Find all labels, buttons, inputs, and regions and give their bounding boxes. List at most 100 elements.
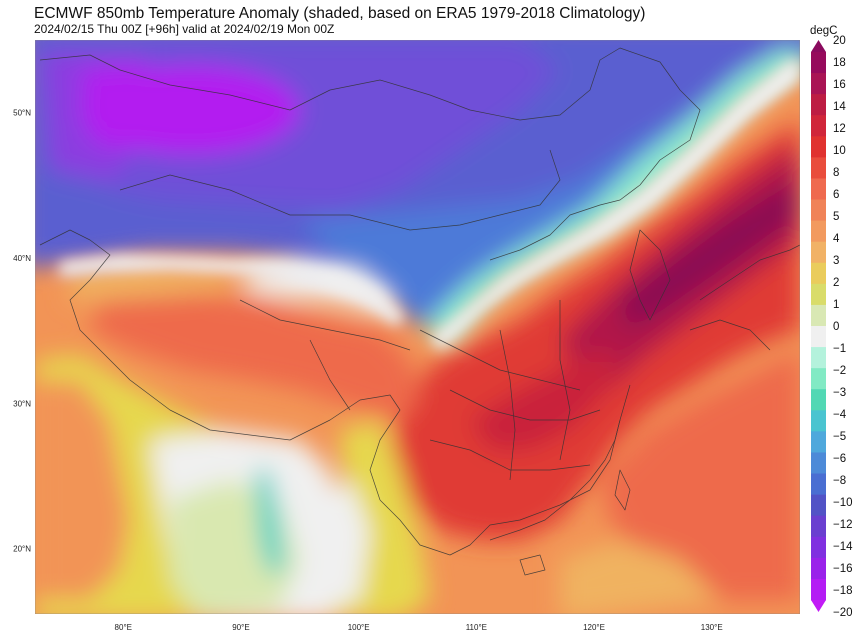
colorbar-label: 10 <box>833 145 846 157</box>
colorbar-label: −8 <box>833 475 846 487</box>
colorbar-swatch <box>811 473 826 496</box>
lat-label-20: 20°N <box>13 545 31 554</box>
colorbar-label: −5 <box>833 431 846 443</box>
hainan <box>519 554 546 576</box>
colorbar-swatch <box>811 262 826 285</box>
colorbar-swatch <box>811 326 826 348</box>
lat-label-50: 50°N <box>13 109 31 118</box>
latitude-labels: 50°N 40°N 30°N 20°N <box>13 109 31 554</box>
colorbar-label: 3 <box>833 255 839 267</box>
province-6 <box>239 299 411 351</box>
japan <box>689 244 800 351</box>
province-5 <box>559 300 571 461</box>
colorbar-label: 6 <box>833 189 839 201</box>
colorbar-swatch <box>811 494 826 517</box>
india-orange <box>35 380 130 600</box>
lon-label-90: 90°E <box>232 623 249 632</box>
colorbar-swatch <box>811 389 826 411</box>
tibet-orange-pale <box>70 268 240 300</box>
colorbar-swatch <box>811 410 826 432</box>
map-title: ECMWF 850mb Temperature Anomaly (shaded,… <box>34 5 646 22</box>
colorbar-swatch <box>811 304 826 327</box>
map-plot-area <box>35 40 800 614</box>
colorbar-label: −6 <box>833 453 846 465</box>
map-subtitle: 2024/02/15 Thu 00Z [+96h] valid at 2024/… <box>34 22 335 36</box>
colorbar-swatch <box>811 73 826 95</box>
colorbar-swatch <box>811 557 826 580</box>
border-west <box>39 229 401 501</box>
lon-label-130: 130°E <box>701 623 723 632</box>
colorbar-swatch <box>811 515 826 538</box>
colorbar-extend-bottom <box>811 600 826 612</box>
colorbar-label: −1 <box>833 343 846 355</box>
colorbar-label: −12 <box>833 519 853 531</box>
sea-orange-pale <box>560 540 720 614</box>
lon-label-110: 110°E <box>466 623 487 632</box>
warm-crimson <box>470 350 620 450</box>
colorbar-label: −10 <box>833 497 853 509</box>
colorbar-swatch <box>811 136 826 158</box>
colorbar-label: 1 <box>833 299 839 311</box>
colorbar-label: 12 <box>833 123 846 135</box>
colorbar-label: 2 <box>833 277 839 289</box>
tibet-front-edge <box>60 255 405 326</box>
front-edges <box>60 60 800 350</box>
border-south <box>379 384 631 556</box>
colorbar-swatch <box>811 178 826 201</box>
lat-label-40: 40°N <box>13 254 31 263</box>
tibet-red <box>90 290 420 420</box>
colorbar-label: 16 <box>833 79 846 91</box>
warm-dark-maroon <box>620 180 800 330</box>
province-7 <box>309 339 351 411</box>
colorbar-label: 8 <box>833 167 839 179</box>
lon-label-120: 120°E <box>583 623 605 632</box>
blue-band <box>300 47 800 330</box>
colorbar-label: −20 <box>833 607 853 619</box>
sea-orange <box>600 350 800 600</box>
korea <box>629 229 671 321</box>
colorbar-label: −18 <box>833 585 853 597</box>
colorbar-label: −3 <box>833 387 846 399</box>
province-1 <box>419 329 581 391</box>
lon-label-100: 100°E <box>348 623 370 632</box>
colorbar-swatch <box>811 94 826 116</box>
province-4 <box>499 329 516 481</box>
colorbar-swatch <box>811 52 826 74</box>
colorbar-swatch <box>811 241 826 264</box>
colorbar-label: −16 <box>833 563 853 575</box>
bay-white <box>310 480 370 610</box>
border-mongolia <box>119 149 561 231</box>
colorbar-swatch <box>811 368 826 390</box>
colorbar-swatch <box>811 347 826 369</box>
colorbar-unit: degC <box>810 25 838 37</box>
colorbar-label: 18 <box>833 57 846 69</box>
colorbar: degC 20181614121086543210−1−2−3−4−5−6−8−… <box>810 25 853 619</box>
colorbar-swatch <box>811 578 826 601</box>
anomaly-field <box>35 40 800 614</box>
deep-purple-blob <box>80 65 300 155</box>
colorbar-label: −14 <box>833 541 853 553</box>
lat-label-30: 30°N <box>13 399 31 408</box>
country-border-north <box>39 47 701 261</box>
colorbar-swatch <box>811 115 826 137</box>
colorbar-swatch <box>811 157 826 179</box>
taiwan <box>614 469 631 511</box>
colorbar-swatch <box>811 199 826 222</box>
lon-label-80: 80°E <box>115 623 132 632</box>
colorbar-extend-top <box>811 40 826 52</box>
province-2 <box>449 389 601 421</box>
longitude-labels: 80°E 90°E 100°E 110°E 120°E 130°E <box>115 623 723 632</box>
colorbar-label: 4 <box>833 233 840 245</box>
colorbar-label: −2 <box>833 365 846 377</box>
colorbar-label: 14 <box>833 101 846 113</box>
colorbar-label: −4 <box>833 409 847 421</box>
coast-china <box>489 419 621 541</box>
colorbar-label: 20 <box>833 35 846 47</box>
bay-teal <box>255 470 285 575</box>
province-3 <box>429 439 591 471</box>
boundary-lines <box>39 47 800 576</box>
colorbar-swatch <box>811 283 826 306</box>
colorbar-label: 0 <box>833 321 839 333</box>
colorbar-label: 5 <box>833 211 839 223</box>
